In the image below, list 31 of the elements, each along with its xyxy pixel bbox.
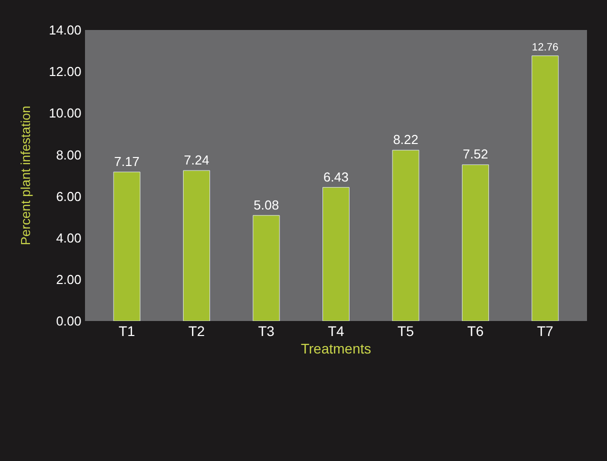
data-label: 7.17 bbox=[114, 154, 140, 169]
bar bbox=[113, 172, 140, 321]
x-tick-label: T5 bbox=[398, 323, 414, 339]
bar bbox=[183, 170, 210, 321]
bar bbox=[252, 215, 280, 321]
y-tick-label: 12.00 bbox=[48, 64, 82, 80]
y-tick-label: 14.00 bbox=[48, 22, 82, 38]
bar bbox=[322, 187, 350, 321]
bar bbox=[392, 150, 420, 321]
data-label: 7.52 bbox=[462, 146, 488, 162]
x-axis-title: Treatments bbox=[300, 340, 372, 356]
data-label: 7.24 bbox=[184, 152, 210, 168]
data-label: 5.08 bbox=[254, 197, 279, 212]
bar bbox=[532, 56, 559, 321]
y-tick-label: 6.00 bbox=[56, 188, 82, 204]
x-tick-label: T3 bbox=[258, 323, 275, 339]
x-tick-label: T4 bbox=[328, 323, 344, 339]
y-tick-label: 0.00 bbox=[56, 314, 82, 329]
x-tick-label: T1 bbox=[118, 323, 136, 339]
data-label: 6.43 bbox=[323, 169, 349, 184]
x-tick-label: T7 bbox=[537, 323, 554, 339]
y-tick-label: 2.00 bbox=[56, 272, 82, 287]
y-axis-title: Percent plant infestation bbox=[18, 106, 33, 246]
x-tick-label: T2 bbox=[188, 323, 205, 339]
data-label: 8.22 bbox=[393, 132, 418, 148]
y-tick-label: 10.00 bbox=[48, 106, 82, 121]
bar bbox=[462, 164, 489, 321]
data-label: 12.76 bbox=[532, 41, 559, 54]
y-tick-label: 8.00 bbox=[56, 147, 82, 162]
y-tick-label: 4.00 bbox=[56, 230, 82, 246]
x-tick-label: T6 bbox=[467, 323, 484, 339]
